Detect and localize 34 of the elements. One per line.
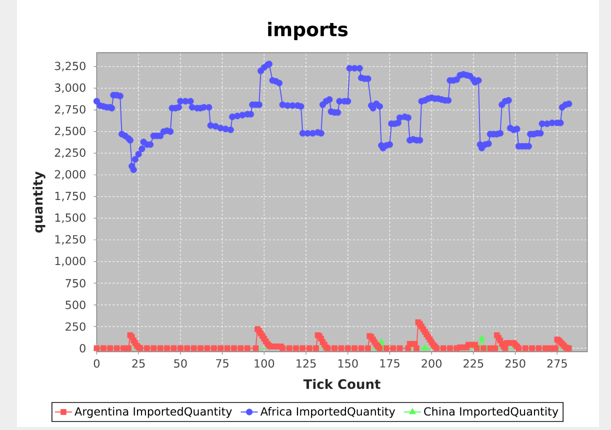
x-tick-label: 100 bbox=[254, 359, 274, 368]
x-tick-label: 0 bbox=[94, 359, 100, 368]
x-tick-label: 200 bbox=[422, 359, 442, 368]
y-tick-label: 3,000 bbox=[54, 83, 86, 94]
x-tick-label: 250 bbox=[505, 359, 526, 368]
y-tick-label: 2,000 bbox=[54, 170, 86, 180]
y-tick-label: 3,250 bbox=[54, 62, 86, 72]
legend-label: Argentina ImportedQuantity bbox=[74, 407, 232, 418]
y-tick-label: 1,250 bbox=[55, 235, 86, 245]
y-tick-label: 1,500 bbox=[55, 213, 86, 224]
y-tick-label: 500 bbox=[66, 300, 86, 310]
y-tick-label: 2,750 bbox=[54, 105, 86, 115]
chart-title: imports bbox=[268, 22, 348, 40]
x-tick-label: 150 bbox=[338, 359, 358, 368]
y-tick-label: 250 bbox=[66, 322, 86, 331]
legend-label: China ImportedQuantity bbox=[424, 407, 558, 418]
y-tick-label: 2,500 bbox=[54, 126, 86, 136]
y-tick-label: 2,250 bbox=[54, 148, 86, 158]
legend-label: Africa ImportedQuantity bbox=[260, 407, 396, 418]
x-tick-label: 25 bbox=[132, 359, 145, 368]
y-axis-title: quantity bbox=[32, 171, 46, 233]
x-tick-label: 225 bbox=[464, 359, 484, 368]
x-tick-label: 75 bbox=[216, 359, 228, 368]
point bbox=[478, 334, 486, 341]
x-tick-label: 175 bbox=[380, 359, 400, 368]
x-tick-label: 275 bbox=[547, 359, 567, 368]
x-tick-label: 50 bbox=[174, 359, 187, 368]
y-tick-label: 1,000 bbox=[55, 256, 86, 266]
y-tick-label: 0 bbox=[80, 344, 86, 352]
point bbox=[421, 344, 428, 350]
x-tick-label: 125 bbox=[296, 359, 316, 368]
y-tick-label: 1,750 bbox=[55, 192, 86, 202]
y-tick-label: 750 bbox=[66, 278, 86, 288]
x-axis-title: Tick Count bbox=[303, 378, 380, 390]
